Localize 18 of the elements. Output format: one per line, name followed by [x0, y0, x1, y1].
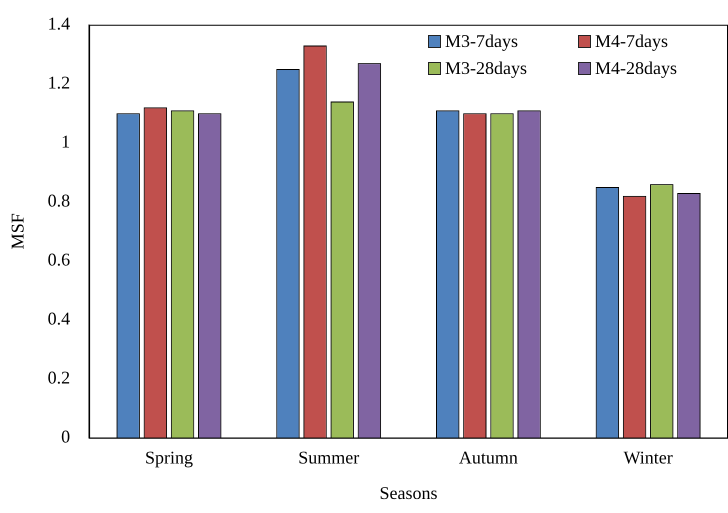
x-tick-label: Winter: [624, 447, 673, 468]
legend-label: M4-28days: [595, 58, 677, 79]
x-axis-title: Seasons: [380, 482, 438, 503]
y-tick-label: 0.2: [48, 368, 70, 388]
y-tick-label: 1.4: [48, 14, 70, 34]
y-tick-label: 0.4: [48, 308, 70, 329]
x-tick-label: Autumn: [458, 447, 518, 468]
y-tick-label: 0: [61, 426, 70, 447]
y-tick-label: 1.2: [48, 72, 70, 93]
legend-label: M3-28days: [445, 58, 527, 79]
y-tick-label: 0.6: [48, 250, 70, 270]
x-tick-label: Spring: [144, 447, 193, 468]
x-tick-label: Summer: [298, 447, 360, 468]
y-axis-title: MSF: [8, 213, 28, 250]
legend-label: M3-7days: [445, 30, 518, 52]
y-tick-label: 1: [61, 132, 70, 152]
y-tick-label: 0.8: [48, 190, 70, 211]
legend-label: M4-7days: [595, 30, 668, 52]
